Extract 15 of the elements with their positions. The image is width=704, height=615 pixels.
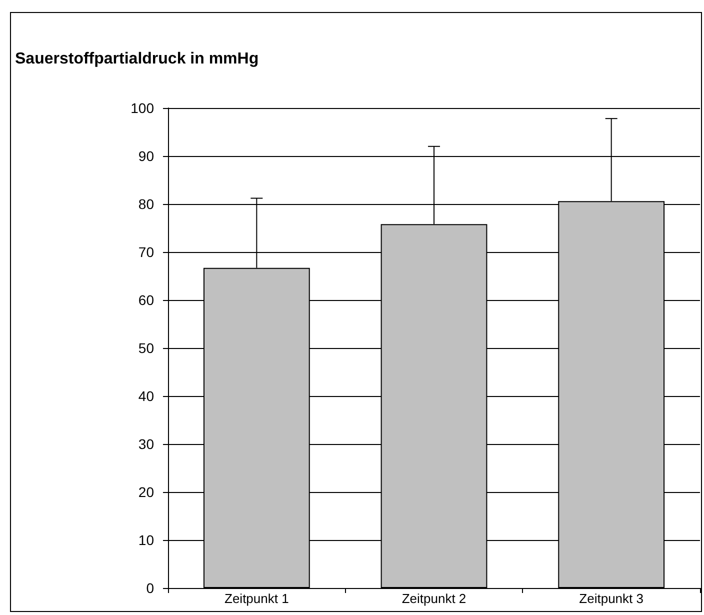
y-tick-label: 100 xyxy=(130,100,154,116)
y-tick-label: 20 xyxy=(138,484,154,500)
y-tick-label: 60 xyxy=(138,292,154,308)
chart-title: Sauerstoffpartialdruck in mmHg xyxy=(15,50,259,68)
y-tick-label: 10 xyxy=(138,532,154,548)
y-tick-label: 90 xyxy=(138,148,154,164)
y-tick-label: 50 xyxy=(138,340,154,356)
y-tick-label: 80 xyxy=(138,196,154,212)
y-tick-label: 0 xyxy=(146,580,154,596)
x-tick-label: Zeitpunkt 2 xyxy=(402,591,466,606)
y-tick-label: 40 xyxy=(138,388,154,404)
y-tick-label: 70 xyxy=(138,244,154,260)
x-tick-label: Zeitpunkt 1 xyxy=(224,591,289,606)
x-tick-label: Zeitpunkt 3 xyxy=(579,591,644,606)
y-tick-label: 30 xyxy=(138,436,154,452)
